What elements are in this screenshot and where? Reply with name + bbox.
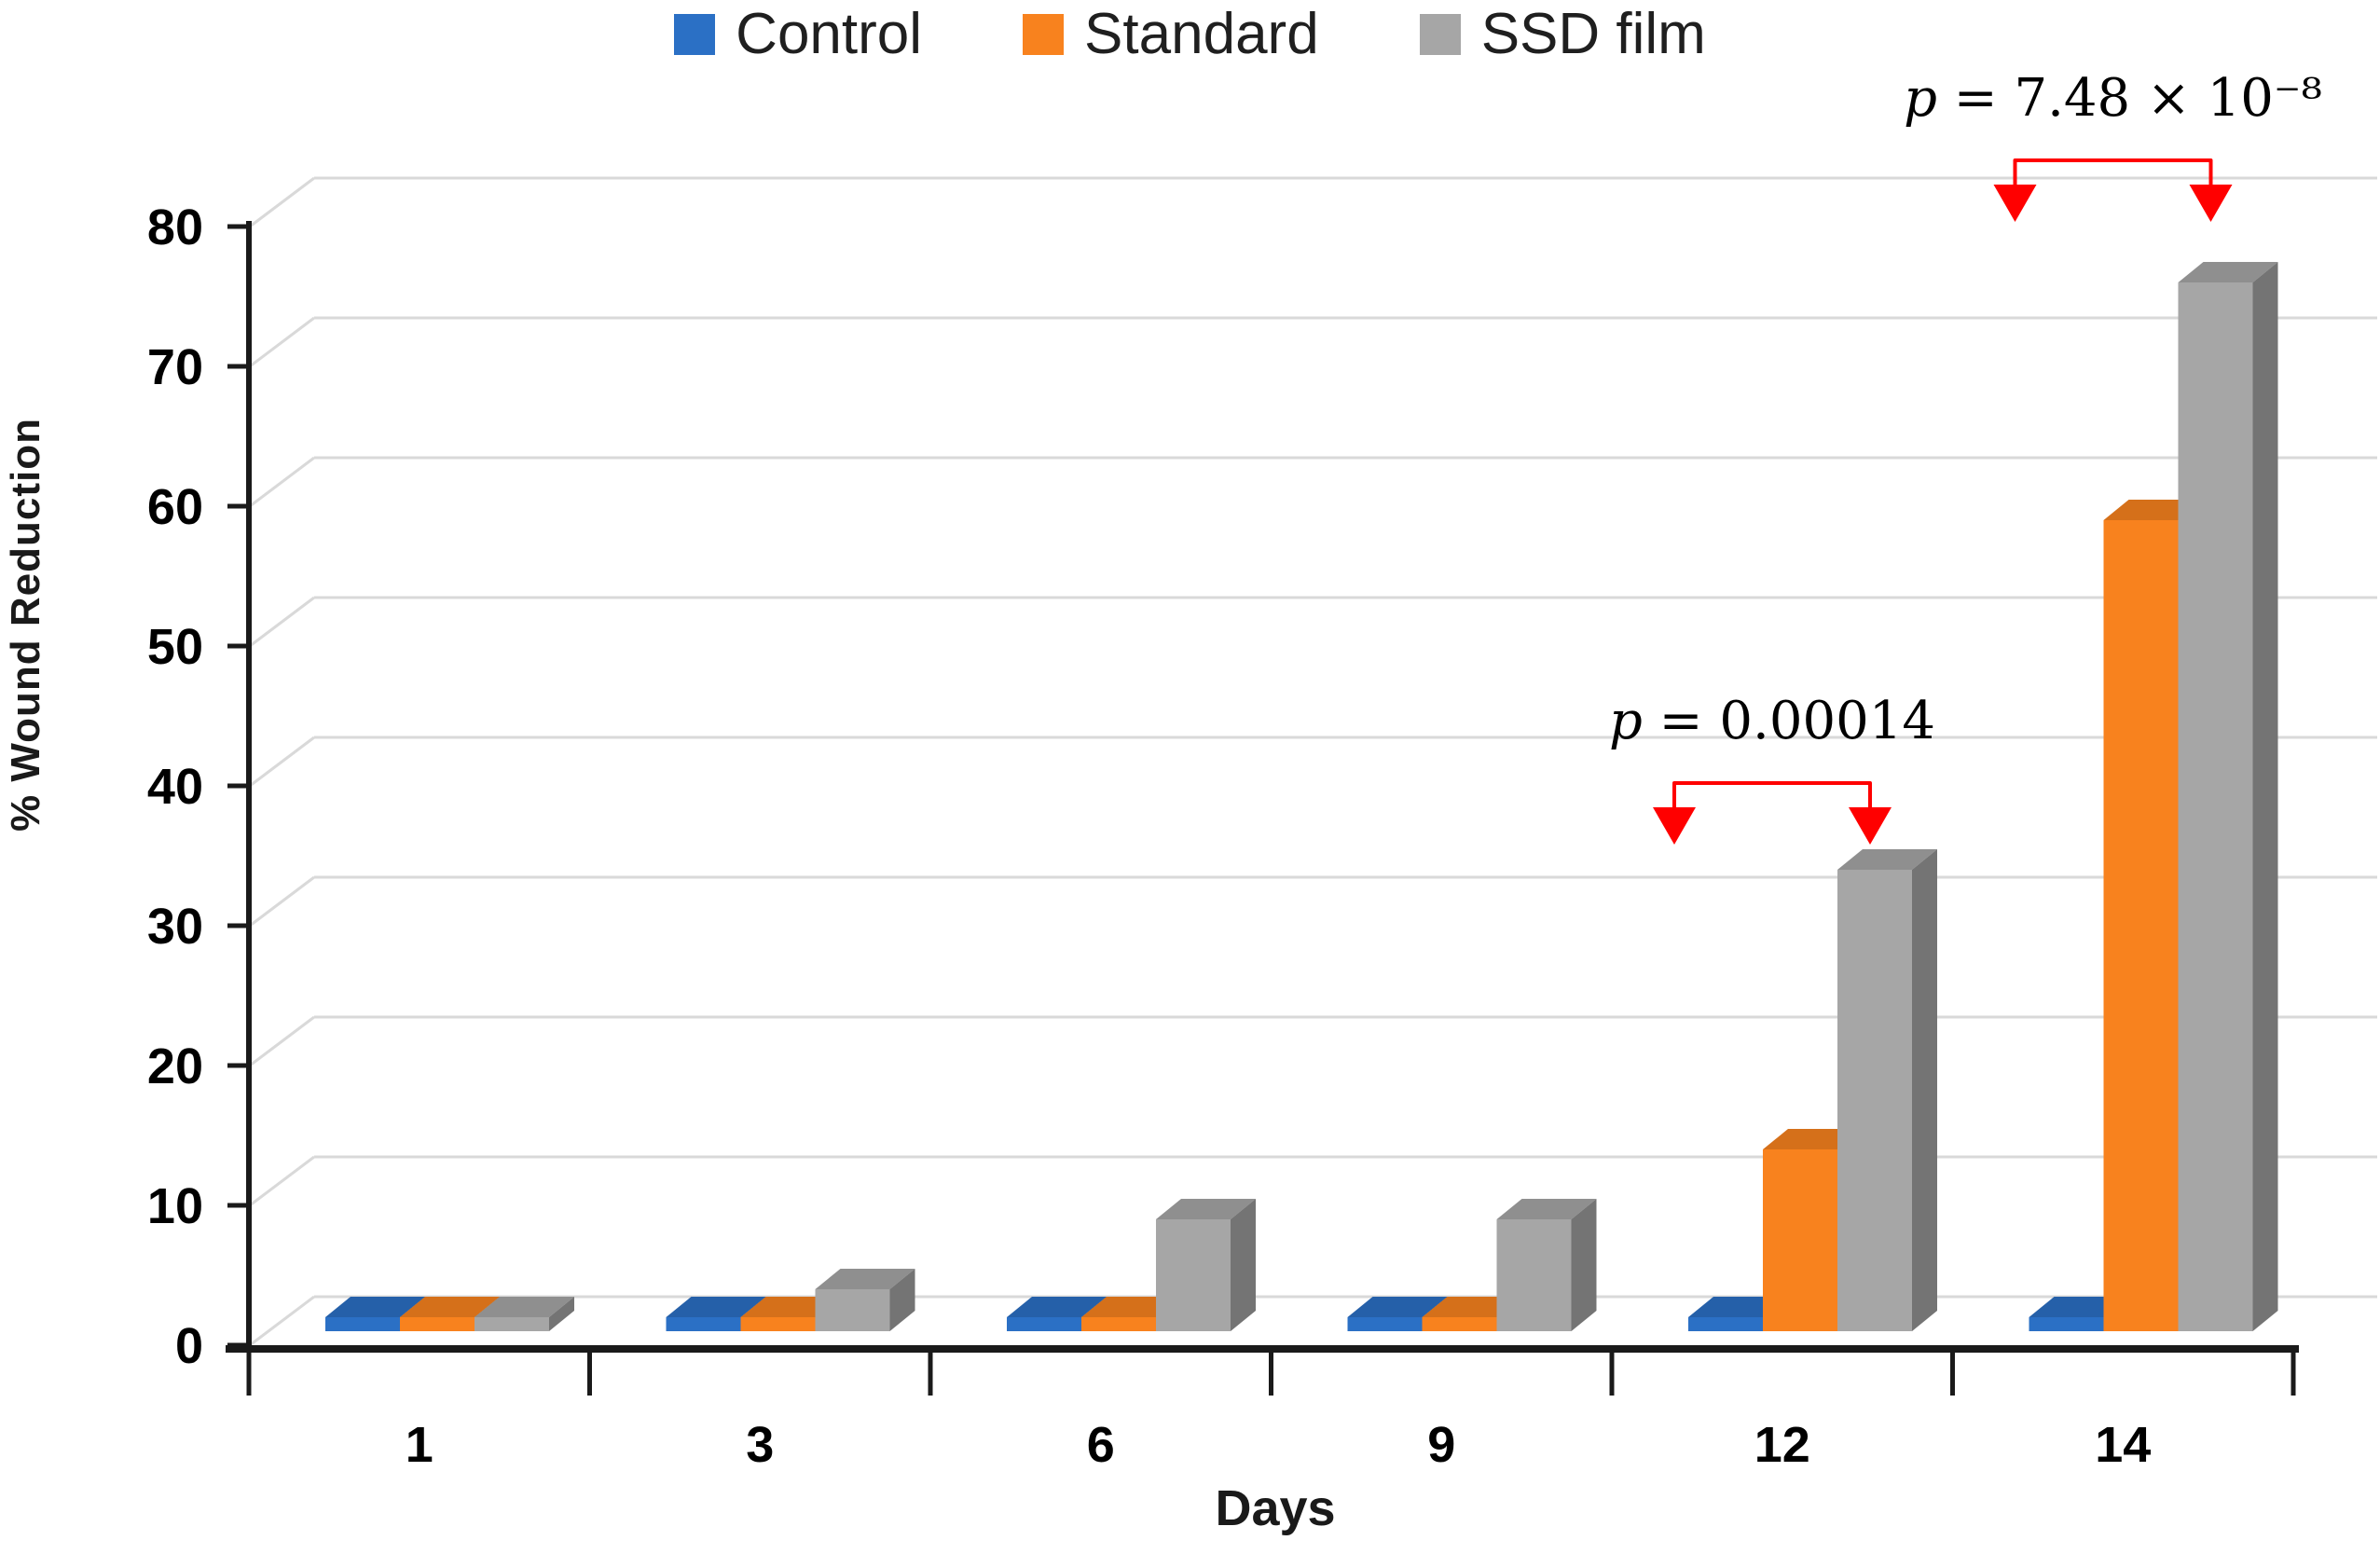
y-tick-label: 70 — [147, 339, 203, 395]
legend-swatch-standard — [1023, 14, 1065, 55]
y-tick-label: 50 — [147, 619, 203, 675]
y-tick-label: 0 — [175, 1318, 203, 1374]
bar-side-face — [1912, 849, 1937, 1331]
gridline-diagonal — [249, 875, 315, 928]
x-tick-label: 6 — [1087, 1417, 1115, 1473]
bar-front-face — [2178, 282, 2253, 1331]
arrow-down-icon — [1993, 185, 2037, 222]
significance-annotation-day-12: p = 0.00014 — [1609, 691, 1935, 845]
legend-swatch-ssd-film — [1419, 14, 1461, 55]
bar-front-face — [400, 1317, 475, 1331]
bar-front-face — [1081, 1317, 1156, 1331]
bar-side-face — [549, 1297, 574, 1331]
p-value-label: p = 7.48 × 10⁻⁸ — [1904, 68, 2322, 129]
bar-front-face — [1156, 1219, 1231, 1331]
gridline-diagonal — [249, 176, 315, 228]
y-tick-label: 80 — [147, 199, 203, 255]
gridline-diagonal — [249, 316, 315, 368]
bar-ssd-film-day-6 — [1156, 1199, 1256, 1331]
y-tick-label: 40 — [147, 759, 203, 815]
significance-bracket — [1672, 781, 1872, 809]
axes: 0 10 20 30 40 50 60 70 80 1 3 6 9 12 14 — [147, 199, 2299, 1473]
bar-top-face — [666, 1297, 766, 1317]
significance-annotation-day-14: p = 7.48 × 10⁻⁸ — [1904, 68, 2322, 222]
gridline-diagonal — [249, 1015, 315, 1067]
bar-front-face — [1688, 1317, 1763, 1331]
arrow-down-icon — [1849, 807, 1892, 845]
legend-swatch-control — [674, 14, 716, 55]
bar-front-face — [325, 1317, 400, 1331]
bar-front-face — [1422, 1317, 1497, 1331]
bar-side-face — [2252, 262, 2278, 1331]
bar-front-face — [666, 1317, 741, 1331]
legend-item-standard: Standard — [1023, 6, 1319, 63]
gridline-diagonal — [249, 456, 315, 508]
gridlines — [249, 176, 2377, 1347]
gridline-diagonal — [249, 736, 315, 788]
gridline-diagonal — [249, 596, 315, 648]
legend-item-ssd-film: SSD film — [1419, 2, 1706, 66]
bar-top-face — [1156, 1199, 1256, 1219]
y-tick-label: 60 — [147, 479, 203, 535]
bar-side-face — [1571, 1199, 1597, 1331]
y-tick-label: 10 — [147, 1178, 203, 1234]
bar-ssd-film-day-9 — [1496, 1199, 1597, 1331]
x-tick-label: 14 — [2095, 1417, 2151, 1473]
bar-side-face — [1231, 1199, 1256, 1331]
bar-ssd-film-day-1 — [475, 1297, 574, 1331]
legend-label-standard: Standard — [1084, 2, 1319, 66]
gridline-diagonal — [249, 1295, 315, 1347]
x-tick-label: 9 — [1427, 1417, 1455, 1473]
y-tick-label: 30 — [147, 899, 203, 955]
bar-front-face — [1347, 1317, 1423, 1331]
x-tick-label: 1 — [406, 1417, 433, 1473]
bar-top-face — [325, 1297, 425, 1317]
bar-side-face — [889, 1269, 915, 1331]
bar-top-face — [1496, 1199, 1597, 1219]
legend: Control Standard SSD film — [0, 6, 2380, 63]
bar-top-face — [475, 1297, 574, 1317]
legend-label-control: Control — [736, 2, 923, 66]
legend-item-control: Control — [674, 6, 922, 63]
arrow-down-icon — [2189, 185, 2233, 222]
bar-front-face — [2103, 520, 2179, 1331]
legend-label-ssd-film: SSD film — [1480, 2, 1706, 66]
bar-top-face — [1347, 1297, 1448, 1317]
bar-front-face — [475, 1317, 549, 1331]
gridline-diagonal — [249, 1155, 315, 1207]
y-tick-label: 20 — [147, 1038, 203, 1094]
p-value-label: p = 0.00014 — [1609, 691, 1935, 751]
bar-top-face — [2178, 262, 2278, 282]
x-tick-label: 12 — [1754, 1417, 1810, 1473]
bar-front-face — [815, 1289, 890, 1331]
significance-bracket — [2013, 158, 2213, 186]
bar-front-face — [1763, 1149, 1837, 1331]
bar-top-face — [400, 1297, 500, 1317]
bar-front-face — [740, 1317, 816, 1331]
arrow-down-icon — [1653, 807, 1696, 845]
bar-ssd-film-day-14 — [2178, 262, 2278, 1331]
bar-front-face — [2029, 1317, 2104, 1331]
bar-front-face — [1837, 870, 1912, 1331]
x-axis-title: Days — [1215, 1480, 1335, 1536]
y-axis-title: % Wound Reduction — [3, 418, 48, 832]
bar-front-face — [1007, 1317, 1081, 1331]
bars — [325, 262, 2278, 1331]
bar-ssd-film-day-12 — [1837, 849, 1937, 1331]
x-tick-label: 3 — [746, 1417, 774, 1473]
bar-top-face — [815, 1269, 915, 1289]
bar-top-face — [1007, 1297, 1107, 1317]
bar-front-face — [1496, 1219, 1572, 1331]
bar-top-face — [1837, 849, 1937, 870]
bar-ssd-film-day-3 — [815, 1269, 915, 1331]
